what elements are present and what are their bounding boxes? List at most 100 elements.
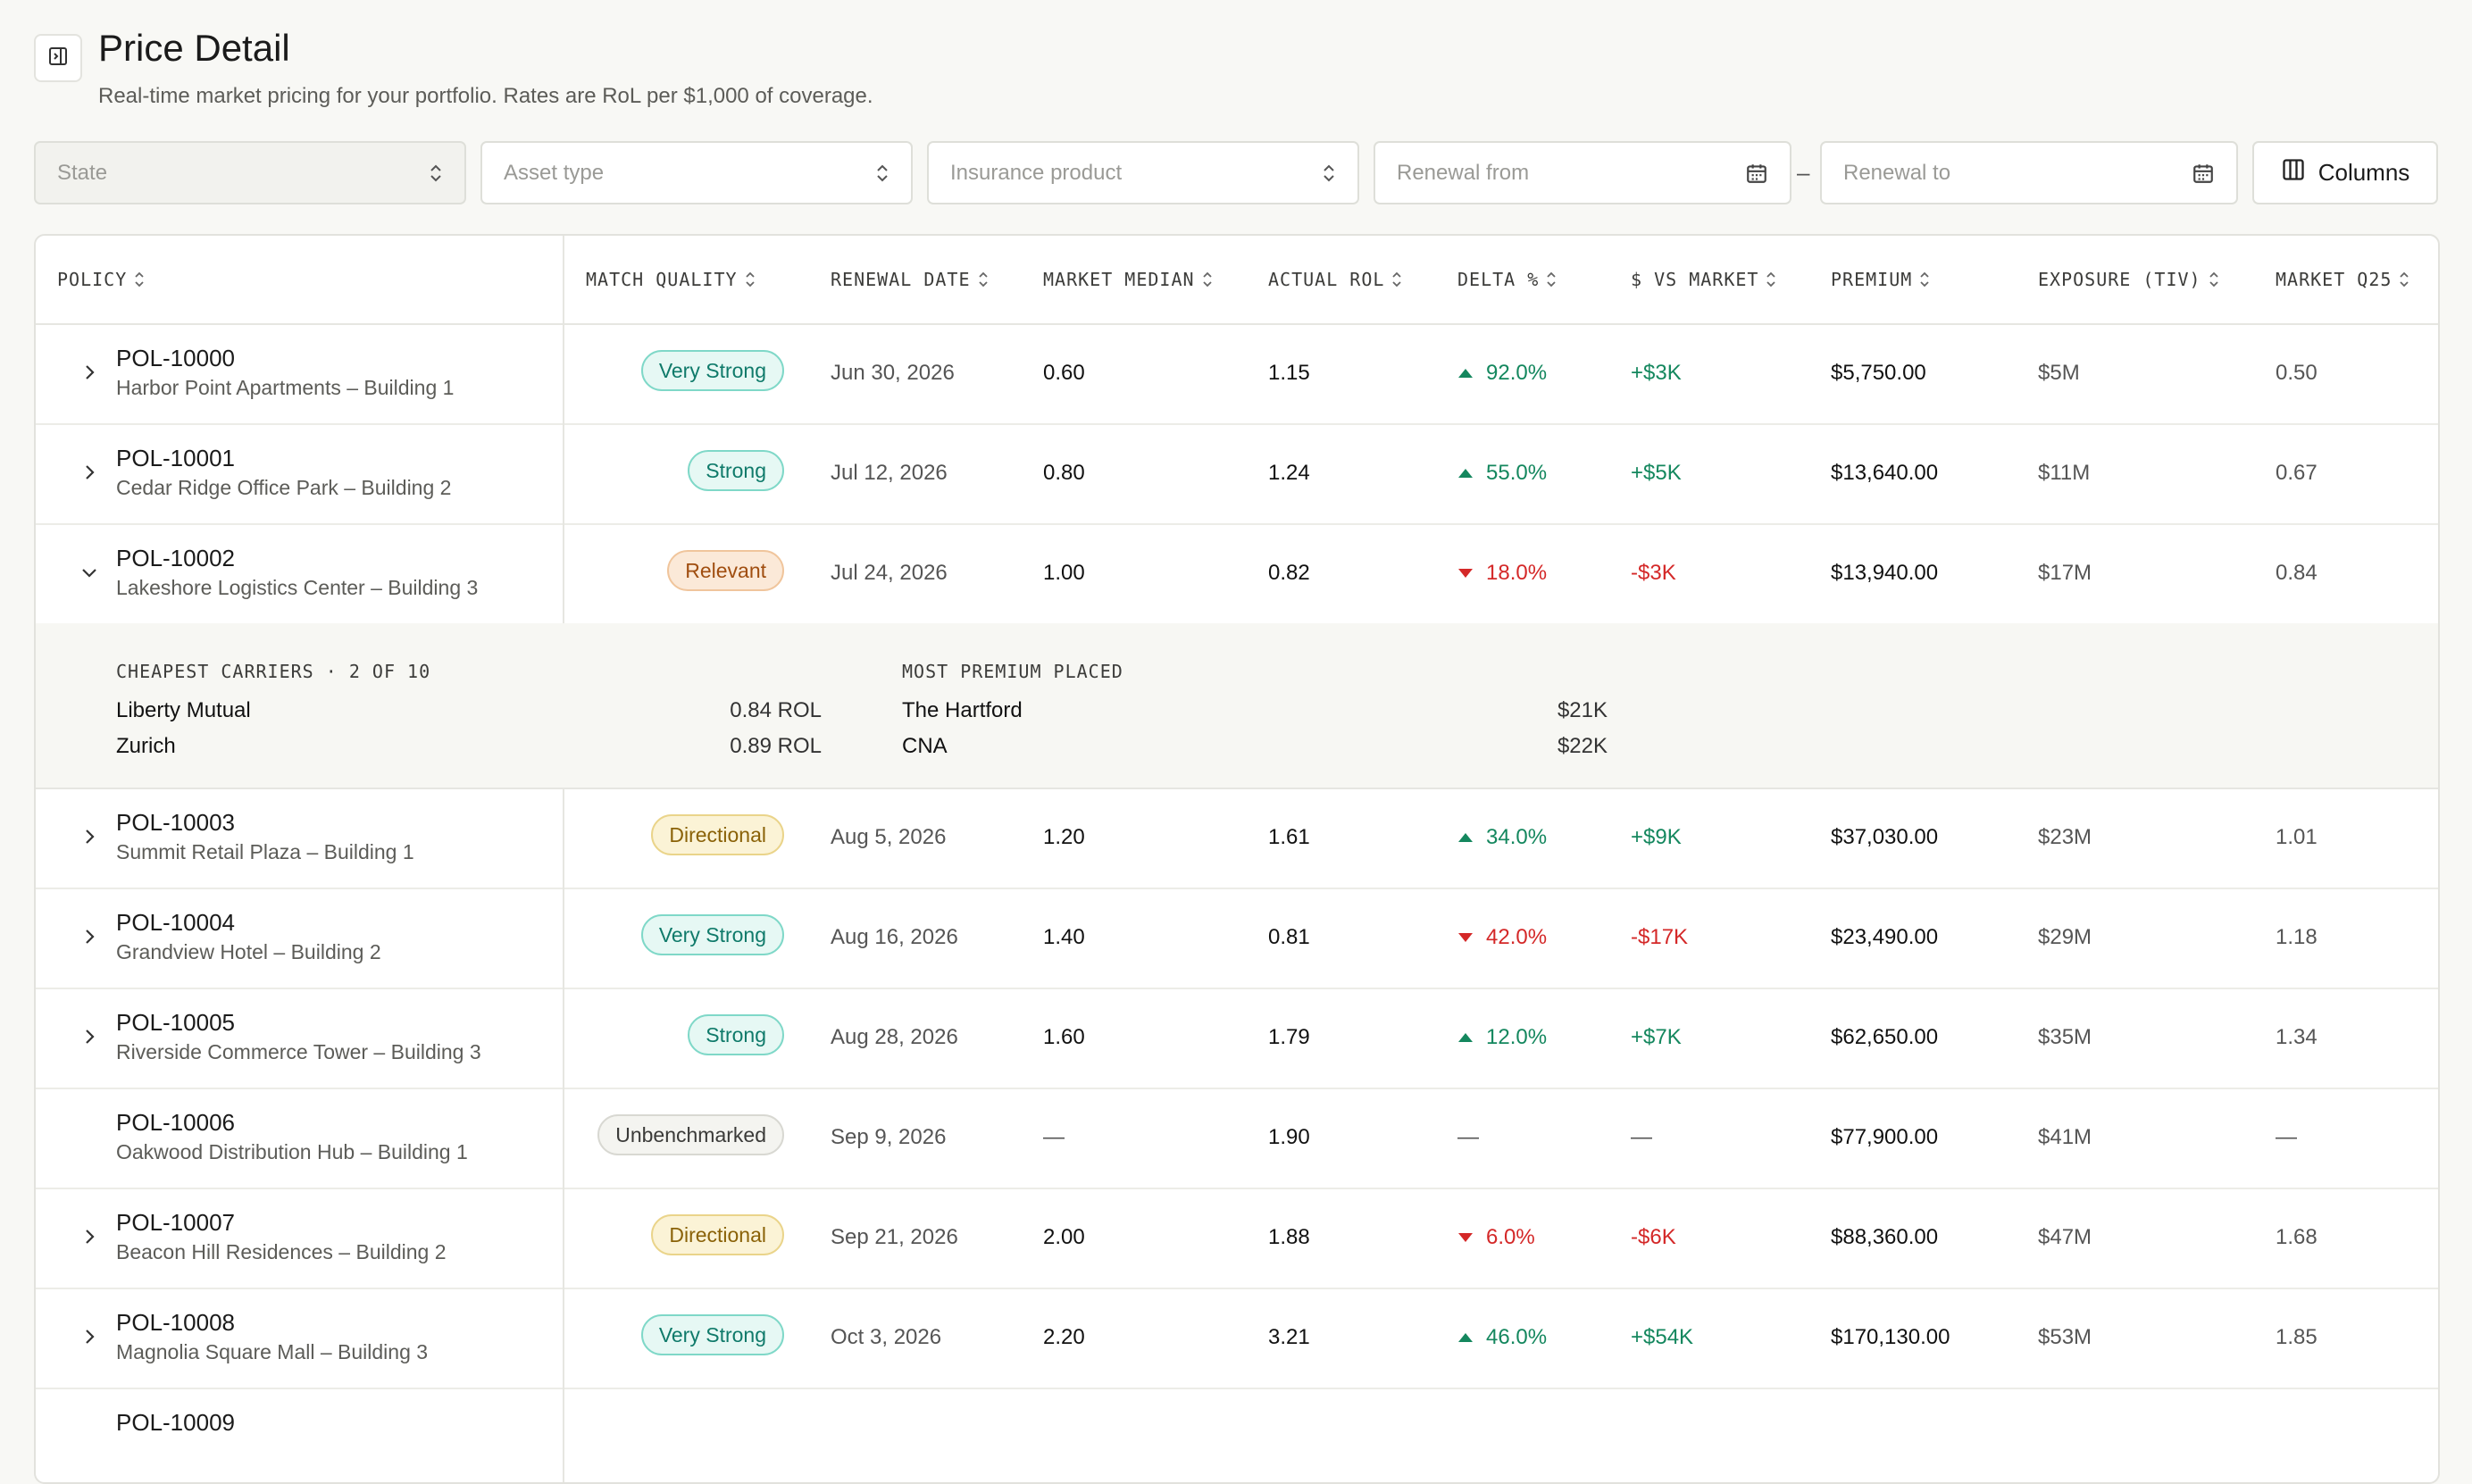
exposure-cell: $53M bbox=[2038, 1325, 2092, 1349]
column-header-actual-rol[interactable]: ACTUAL ROL bbox=[1268, 236, 1402, 323]
table-row[interactable]: POL-10005 Riverside Commerce Tower – Buil… bbox=[36, 988, 2438, 1089]
policy-cell: POL-10001 Cedar Ridge Office Park – Build… bbox=[116, 443, 451, 502]
sort-icon bbox=[1202, 271, 1213, 288]
most-premium-placed-heading: MOST PREMIUM PLACED bbox=[902, 661, 1123, 682]
premium-carrier-name: CNA bbox=[902, 734, 948, 758]
renewal-from-input[interactable]: Renewal from bbox=[1374, 141, 1791, 204]
vs-market-cell: +$9K bbox=[1631, 825, 1682, 849]
table-header: POLICY MATCH QUALITY RENEWAL DATE MARKET ME… bbox=[36, 236, 2438, 325]
column-header-label: PREMIUM bbox=[1831, 269, 1913, 290]
chevron-right-icon[interactable] bbox=[79, 923, 100, 950]
calendar-icon[interactable] bbox=[2192, 162, 2215, 185]
policy-cell: POL-10003 Summit Retail Plaza – Building … bbox=[116, 807, 414, 866]
column-header-market-q25[interactable]: MARKET Q25 bbox=[2276, 236, 2409, 323]
table-row[interactable]: POL-10002 Lakeshore Logistics Center – Bu… bbox=[36, 523, 2438, 625]
policy-cell: POL-10007 Beacon Hill Residences – Buildi… bbox=[116, 1207, 447, 1266]
policy-id: POL-10009 bbox=[116, 1409, 235, 1436]
triangle-up-icon bbox=[1457, 1025, 1474, 1050]
policy-name: Magnolia Square Mall – Building 3 bbox=[116, 1340, 429, 1363]
market-q25-cell: 0.84 bbox=[2276, 561, 2318, 585]
table-row[interactable]: POL-10000 Harbor Point Apartments – Build… bbox=[36, 323, 2438, 425]
market-median-cell: 0.80 bbox=[1043, 461, 1085, 485]
sort-icon bbox=[134, 271, 145, 288]
sort-icon bbox=[978, 271, 989, 288]
policy-name: Lakeshore Logistics Center – Building 3 bbox=[116, 576, 479, 599]
column-header-renewal-date[interactable]: RENEWAL DATE bbox=[831, 236, 989, 323]
price-detail-page: Price Detail Real-time market pricing fo… bbox=[34, 27, 2440, 1484]
actual-rol-cell: 1.79 bbox=[1268, 1025, 1310, 1049]
triangle-down-icon bbox=[1457, 1225, 1474, 1250]
table-row[interactable]: POL-10009 bbox=[36, 1388, 2438, 1482]
policy-cell: POL-10005 Riverside Commerce Tower – Buil… bbox=[116, 1007, 481, 1066]
chevron-down-icon[interactable] bbox=[79, 559, 100, 586]
actual-rol-cell: 1.90 bbox=[1268, 1125, 1310, 1149]
chevron-right-icon[interactable] bbox=[79, 1223, 100, 1250]
table-row[interactable]: POL-10001 Cedar Ridge Office Park – Build… bbox=[36, 423, 2438, 525]
delta-percent-cell: 18.0% bbox=[1457, 523, 1547, 623]
chevron-updown-icon bbox=[429, 163, 443, 184]
chevron-right-icon[interactable] bbox=[79, 1323, 100, 1350]
delta-percent-value: 18.0% bbox=[1486, 561, 1548, 585]
column-header-match-quality[interactable]: MATCH QUALITY bbox=[586, 236, 756, 323]
column-header-label: DELTA % bbox=[1457, 269, 1540, 290]
vs-market-cell: — bbox=[1631, 1125, 1652, 1149]
cheapest-carrier-name: Zurich bbox=[116, 734, 176, 758]
renewal-from-placeholder: Renewal from bbox=[1397, 160, 1530, 185]
table-row[interactable]: POL-10007 Beacon Hill Residences – Buildi… bbox=[36, 1188, 2438, 1289]
insurance-product-select[interactable]: Insurance product bbox=[927, 141, 1359, 204]
sidebar-toggle-button[interactable] bbox=[34, 34, 82, 82]
expanded-row-details: CHEAPEST CARRIERS · 2 OF 10 Liberty Mutu… bbox=[36, 623, 2438, 789]
renewal-date-cell: Jun 30, 2026 bbox=[831, 361, 955, 385]
delta-percent-value: — bbox=[1457, 1125, 1479, 1149]
state-select[interactable]: State bbox=[34, 141, 466, 204]
vs-market-cell: -$3K bbox=[1631, 561, 1676, 585]
policy-cell: POL-10008 Magnolia Square Mall – Building… bbox=[116, 1307, 428, 1366]
table-row[interactable]: POL-10008 Magnolia Square Mall – Building… bbox=[36, 1288, 2438, 1389]
column-header-label: MATCH QUALITY bbox=[586, 269, 738, 290]
column-header-market-median[interactable]: MARKET MEDIAN bbox=[1043, 236, 1213, 323]
chevron-updown-icon bbox=[875, 163, 889, 184]
columns-button[interactable]: Columns bbox=[2252, 141, 2438, 204]
market-q25-cell: 1.85 bbox=[2276, 1325, 2318, 1349]
column-header-vs-market[interactable]: $ VS MARKET bbox=[1631, 236, 1776, 323]
exposure-cell: $47M bbox=[2038, 1225, 2092, 1249]
column-header-premium[interactable]: PREMIUM bbox=[1831, 236, 1930, 323]
premium-cell: $62,650.00 bbox=[1831, 1025, 1939, 1049]
calendar-icon[interactable] bbox=[1745, 162, 1768, 185]
table-row[interactable]: POL-10004 Grandview Hotel – Building 2 Ver… bbox=[36, 888, 2438, 989]
chevron-right-icon[interactable] bbox=[79, 459, 100, 486]
column-header-exposure-tiv[interactable]: EXPOSURE (TIV) bbox=[2038, 236, 2219, 323]
actual-rol-cell: 1.24 bbox=[1268, 461, 1310, 485]
table-row[interactable]: POL-10003 Summit Retail Plaza – Building … bbox=[36, 788, 2438, 889]
triangle-down-icon bbox=[1457, 925, 1474, 950]
triangle-down-icon bbox=[1457, 561, 1474, 586]
policy-cell: POL-10004 Grandview Hotel – Building 2 bbox=[116, 907, 381, 966]
chevron-right-icon[interactable] bbox=[79, 823, 100, 850]
actual-rol-cell: 0.81 bbox=[1268, 925, 1310, 949]
match-quality-badge: Relevant bbox=[667, 550, 784, 591]
actual-rol-cell: 3.21 bbox=[1268, 1325, 1310, 1349]
market-q25-cell: 1.68 bbox=[2276, 1225, 2318, 1249]
match-quality-badge: Strong bbox=[688, 450, 784, 491]
premium-carrier-amount: $22K bbox=[1557, 734, 1608, 758]
premium-cell: $23,490.00 bbox=[1831, 925, 1939, 949]
column-divider bbox=[563, 236, 564, 1482]
premium-carrier-name: The Hartford bbox=[902, 698, 1023, 722]
chevron-right-icon[interactable] bbox=[79, 1023, 100, 1050]
sort-icon bbox=[1919, 271, 1930, 288]
column-header-delta-percent[interactable]: DELTA % bbox=[1457, 236, 1557, 323]
column-header-policy[interactable]: POLICY bbox=[57, 236, 145, 323]
exposure-cell: $29M bbox=[2038, 925, 2092, 949]
renewal-to-input[interactable]: Renewal to bbox=[1820, 141, 2238, 204]
exposure-cell: $23M bbox=[2038, 825, 2092, 849]
triangle-up-icon bbox=[1457, 361, 1474, 386]
table-row[interactable]: POL-10006 Oakwood Distribution Hub – Buil… bbox=[36, 1088, 2438, 1189]
renewal-date-cell: Sep 9, 2026 bbox=[831, 1125, 947, 1149]
page-subtitle: Real-time market pricing for your portfo… bbox=[98, 84, 873, 108]
renewal-to-placeholder: Renewal to bbox=[1843, 160, 1951, 185]
chevron-right-icon[interactable] bbox=[79, 359, 100, 386]
column-header-label: RENEWAL DATE bbox=[831, 269, 971, 290]
asset-type-select[interactable]: Asset type bbox=[480, 141, 913, 204]
policy-id: POL-10001 bbox=[116, 445, 235, 471]
policy-id: POL-10006 bbox=[116, 1109, 235, 1136]
